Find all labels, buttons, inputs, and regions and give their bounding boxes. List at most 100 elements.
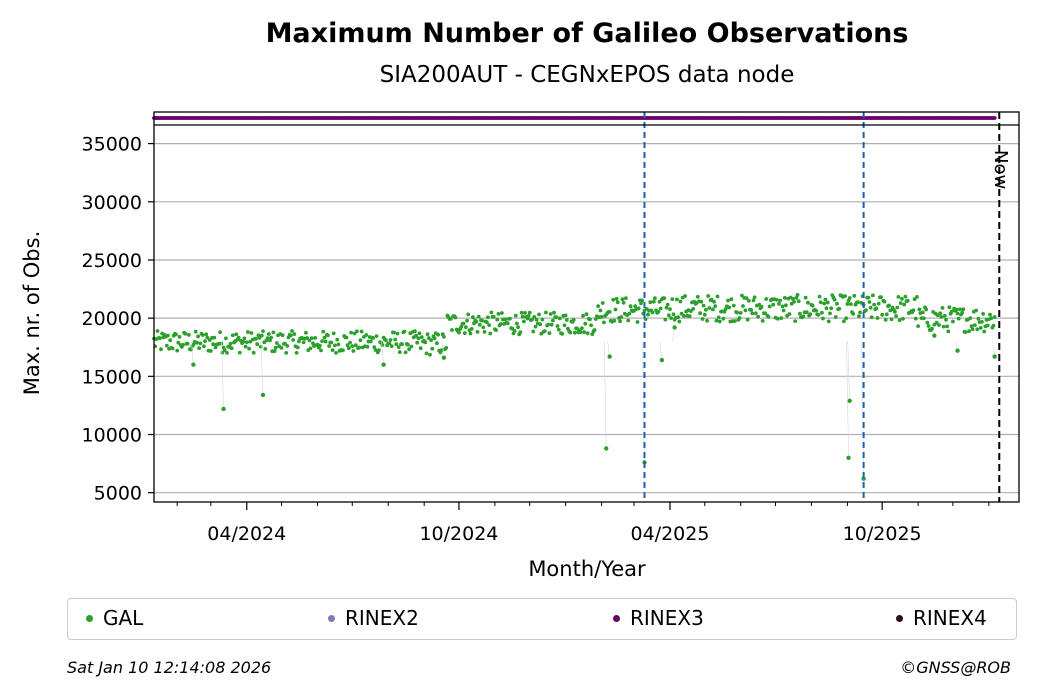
gal-point	[869, 315, 874, 320]
gal-point	[949, 309, 954, 314]
gal-point	[357, 345, 362, 350]
legend: GAL RINEX2 RINEX3 RINEX4	[67, 598, 1017, 640]
gal-point	[887, 303, 891, 308]
gal-point	[265, 336, 270, 341]
gal-point	[462, 331, 467, 335]
gal-point	[395, 331, 400, 336]
gal-point	[925, 320, 930, 325]
gal-point	[488, 331, 493, 336]
legend-item-rinex3: RINEX3	[613, 606, 704, 630]
gal-point	[803, 295, 808, 300]
gal-point	[916, 324, 920, 328]
gal-point	[273, 345, 278, 350]
gal-point	[237, 350, 242, 355]
gal-point	[829, 306, 834, 311]
gal-point	[760, 319, 765, 323]
gal-point	[392, 330, 396, 335]
gal-point	[571, 317, 576, 322]
gal-point	[560, 332, 565, 336]
gal-point	[425, 332, 430, 337]
gal-point	[519, 310, 524, 315]
gal-point	[251, 350, 256, 355]
gal-point	[526, 314, 531, 318]
gal-point	[580, 326, 584, 331]
gal-point	[516, 325, 520, 330]
gal-point	[922, 316, 926, 321]
gal-point	[626, 318, 631, 323]
gal-outlier-link	[381, 341, 384, 365]
gal-point	[522, 319, 526, 324]
gal-point	[992, 315, 997, 319]
gal-point	[512, 329, 517, 333]
gal-point	[389, 344, 394, 348]
gal-point	[749, 308, 754, 312]
gal-point	[804, 310, 809, 315]
gal-point	[254, 336, 258, 341]
gal-point	[930, 326, 934, 331]
gal-point	[234, 332, 239, 337]
gal-point	[407, 347, 411, 352]
gal-point	[716, 315, 721, 320]
gal-point	[538, 322, 542, 327]
gal-point	[469, 327, 474, 331]
gal-point	[534, 317, 539, 322]
gal-point	[902, 302, 907, 307]
gal-point	[584, 312, 589, 317]
gal-point	[348, 340, 352, 345]
gal-point	[981, 312, 985, 316]
gal-point	[326, 333, 330, 338]
gal-point	[884, 312, 889, 317]
gal-point	[396, 345, 401, 349]
y-tick-label: 35000	[82, 134, 142, 156]
gal-point	[450, 328, 454, 332]
gal-point	[372, 345, 377, 349]
y-tick-label: 5000	[94, 483, 142, 505]
gal-point	[764, 297, 769, 301]
gal-point	[607, 354, 612, 359]
gal-point	[176, 340, 181, 345]
gal-point	[874, 306, 879, 311]
gal-point	[621, 300, 626, 305]
rinex3-point	[992, 116, 997, 120]
gal-point	[670, 297, 675, 301]
gal-point	[334, 351, 338, 355]
gal-point	[669, 316, 673, 320]
gal-point	[418, 346, 423, 351]
gal-point	[557, 316, 562, 321]
gal-point	[374, 334, 379, 338]
gal-point	[313, 336, 318, 340]
gal-point	[344, 335, 349, 340]
gal-point	[373, 348, 378, 352]
gal-point	[706, 294, 711, 298]
gal-point	[901, 316, 905, 321]
gal-point	[791, 296, 795, 301]
gal-point	[461, 321, 466, 326]
gal-point	[304, 330, 308, 335]
gal-point	[756, 314, 760, 319]
gal-point	[269, 335, 273, 340]
gal-point	[230, 333, 235, 338]
gal-point	[784, 303, 788, 308]
gal-point	[330, 348, 335, 352]
gal-point	[573, 330, 577, 335]
gal-point	[967, 329, 971, 333]
gal-point	[177, 335, 182, 339]
gal-point	[487, 323, 491, 327]
gal-point	[288, 333, 293, 338]
gal-point	[241, 339, 246, 344]
gal-point	[846, 455, 851, 460]
gal-point	[409, 344, 414, 349]
gal-point	[309, 336, 314, 340]
gal-point	[837, 306, 842, 311]
gal-point	[441, 355, 447, 360]
gal-point	[793, 319, 798, 323]
gal-point	[345, 343, 350, 348]
gal-point	[780, 304, 785, 309]
gal-point	[849, 302, 853, 306]
gal-point	[698, 311, 702, 316]
gal-point	[766, 314, 771, 319]
gal-point	[992, 354, 997, 359]
gal-points	[152, 293, 997, 481]
gal-point	[612, 318, 617, 323]
gal-point	[166, 333, 170, 338]
